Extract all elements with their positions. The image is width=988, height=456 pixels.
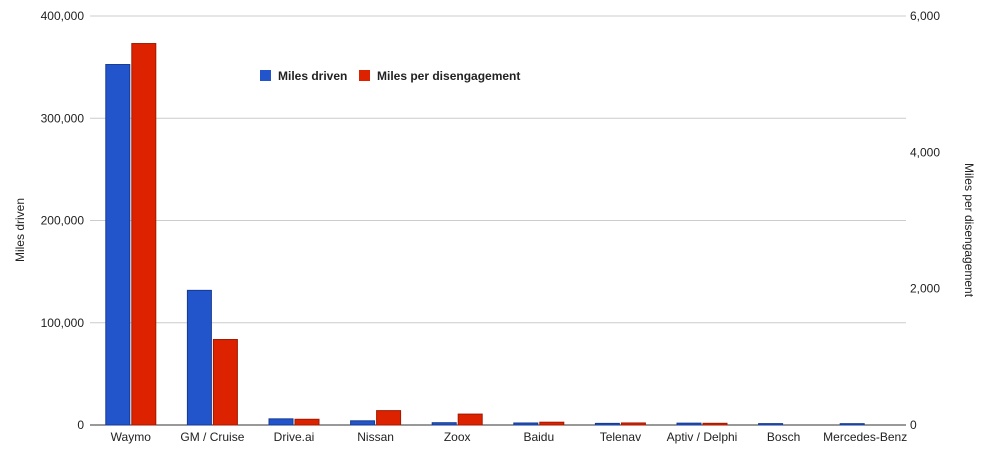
bar-miles-per-disengagement: [131, 43, 157, 426]
right-tick-label: 2,000: [910, 282, 940, 296]
left-axis-ticks: 0 100,000 200,000 300,000 400,000: [41, 9, 85, 432]
legend-label-miles-driven: Miles driven: [278, 69, 347, 83]
left-axis-title: Miles driven: [13, 198, 27, 262]
right-axis-title: Miles per disengagement: [962, 163, 976, 298]
left-tick-label: 400,000: [41, 9, 85, 23]
right-axis-ticks: 0 2,000 4,000 6,000: [910, 9, 940, 432]
left-tick-label: 0: [77, 418, 84, 432]
bars: [105, 43, 865, 426]
left-tick-label: 300,000: [41, 111, 85, 125]
category-label: GM / Cruise: [180, 430, 244, 444]
left-tick-label: 200,000: [41, 214, 85, 228]
left-tick-label: 100,000: [41, 316, 85, 330]
bar-miles-driven: [431, 422, 457, 426]
category-label: Waymo: [111, 430, 152, 444]
bar-miles-per-disengagement: [702, 422, 728, 426]
bar-miles-driven: [839, 423, 865, 426]
legend-label-miles-per-disengagement: Miles per disengagement: [377, 69, 520, 83]
right-tick-label: 6,000: [910, 9, 940, 23]
bar-miles-driven: [513, 422, 539, 426]
right-tick-label: 4,000: [910, 145, 940, 159]
category-label: Nissan: [357, 430, 394, 444]
legend: Miles driven Miles per disengagement: [260, 69, 520, 83]
bar-miles-driven: [268, 418, 294, 426]
bar-miles-driven: [105, 64, 131, 426]
bar-miles-per-disengagement: [620, 422, 646, 426]
bar-miles-per-disengagement: [539, 421, 565, 426]
bar-miles-driven: [758, 423, 784, 426]
legend-swatch-miles-per-disengagement: [359, 70, 370, 81]
category-label: Drive.ai: [274, 430, 315, 444]
bar-miles-driven: [350, 420, 376, 426]
category-label: Baidu: [523, 430, 554, 444]
bar-miles-driven: [594, 422, 620, 426]
category-label: Zoox: [444, 430, 471, 444]
bar-miles-driven: [676, 422, 702, 426]
category-label: Bosch: [767, 430, 800, 444]
legend-swatch-miles-driven: [260, 70, 271, 81]
category-label: Mercedes-Benz: [823, 430, 907, 444]
bar-miles-driven: [186, 289, 212, 426]
category-labels: Waymo GM / Cruise Drive.ai Nissan Zoox Baidu T…: [111, 430, 908, 444]
bar-miles-per-disengagement: [294, 418, 320, 426]
right-tick-label: 0: [910, 418, 917, 432]
bar-miles-per-disengagement: [212, 339, 238, 426]
category-label: Telenav: [600, 430, 641, 444]
category-label: Aptiv / Delphi: [667, 430, 738, 444]
bar-miles-per-disengagement: [457, 413, 483, 426]
bar-miles-per-disengagement: [376, 410, 402, 426]
